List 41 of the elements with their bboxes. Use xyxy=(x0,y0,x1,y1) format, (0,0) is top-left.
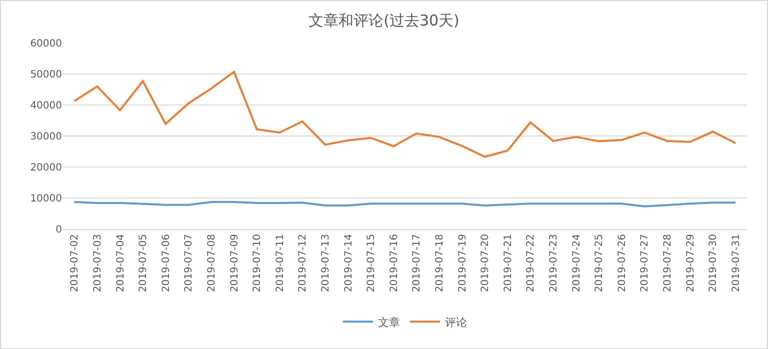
x-tick-label: 2019-07-10 xyxy=(252,234,264,292)
x-tick-label: 2019-07-28 xyxy=(662,234,674,292)
y-tick-label: 30000 xyxy=(30,132,62,142)
x-tick-label: 2019-07-22 xyxy=(526,234,537,292)
x-tick-label: 2019-07-27 xyxy=(640,234,651,292)
x-tick-label: 2019-07-06 xyxy=(160,234,172,292)
line-series xyxy=(73,70,737,158)
x-tick-label: 2019-07-20 xyxy=(480,234,492,292)
x-tick-label: 2019-07-07 xyxy=(184,234,195,292)
x-tick-label: 2019-07-21 xyxy=(502,234,514,292)
x-tick-label: 2019-07-05 xyxy=(138,234,150,292)
x-tick-label: 2019-07-23 xyxy=(548,234,560,292)
chart-title: 文章和评论(过去30天) xyxy=(308,11,460,30)
x-tick-label: 2019-07-16 xyxy=(388,234,400,292)
x-tick-label: 2019-07-14 xyxy=(343,234,354,292)
legend-label: 评论 xyxy=(445,316,467,329)
x-tick-label: 2019-07-19 xyxy=(457,234,468,292)
x-tick-label: 2019-07-26 xyxy=(616,234,628,292)
y-tick-label: 20000 xyxy=(30,162,62,174)
x-tick-label: 2019-07-09 xyxy=(229,234,240,292)
x-tick-label: 2019-07-18 xyxy=(434,234,446,292)
x-tick-label: 2019-07-03 xyxy=(92,234,104,292)
x-tick-label: 2019-07-25 xyxy=(594,234,606,292)
x-tick-label: 2019-07-17 xyxy=(412,234,423,292)
x-tick-label: 2019-07-04 xyxy=(115,234,126,292)
x-tick-label: 2019-07-24 xyxy=(571,234,582,292)
legend-label: 文章 xyxy=(378,316,400,329)
x-tick-label: 2019-07-12 xyxy=(298,234,309,292)
x-tick-label: 2019-07-08 xyxy=(206,234,218,292)
y-tick-label: 10000 xyxy=(30,194,62,204)
x-tick-label: 2019-07-29 xyxy=(685,234,696,292)
y-tick-label: 60000 xyxy=(30,38,62,50)
x-tick-label: 2019-07-31 xyxy=(730,234,742,292)
y-tick-label: 0 xyxy=(56,224,62,236)
y-tick-label: 50000 xyxy=(30,70,62,80)
x-tick-label: 2019-07-15 xyxy=(366,234,378,292)
y-tick-label: 40000 xyxy=(30,100,62,112)
x-tick-label: 2019-07-13 xyxy=(320,234,332,292)
x-tick-label: 2019-07-30 xyxy=(708,234,720,292)
x-tick-label: 2019-07-11 xyxy=(274,234,286,292)
x-tick-label: 2019-07-02 xyxy=(70,234,81,292)
